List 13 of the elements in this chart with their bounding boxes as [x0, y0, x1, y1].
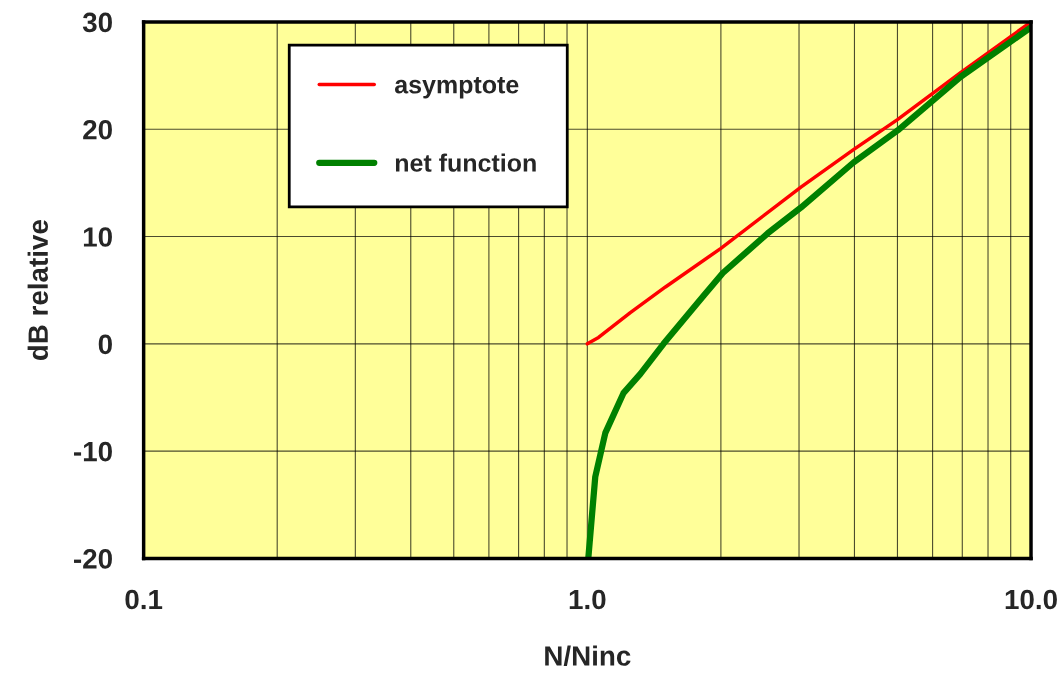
y-tick-label: 0	[98, 334, 112, 355]
x-tick-label: 1.0	[569, 589, 606, 610]
y-tick-label: -20	[74, 549, 112, 569]
y-tick-label: 20	[83, 119, 112, 140]
y-tick-label: 30	[82, 12, 112, 33]
y-tick-label: 10	[83, 227, 112, 247]
x-tick-label: 10.0	[1005, 589, 1057, 610]
x-tick-label: 0.1	[125, 589, 163, 610]
x-axis-title: N/Ninc	[545, 645, 631, 667]
legend-label: asymptote	[394, 76, 519, 99]
y-axis-title: dB relative	[27, 220, 49, 361]
y-tick-label: -10	[74, 441, 112, 462]
legend-label: net function	[395, 153, 536, 172]
